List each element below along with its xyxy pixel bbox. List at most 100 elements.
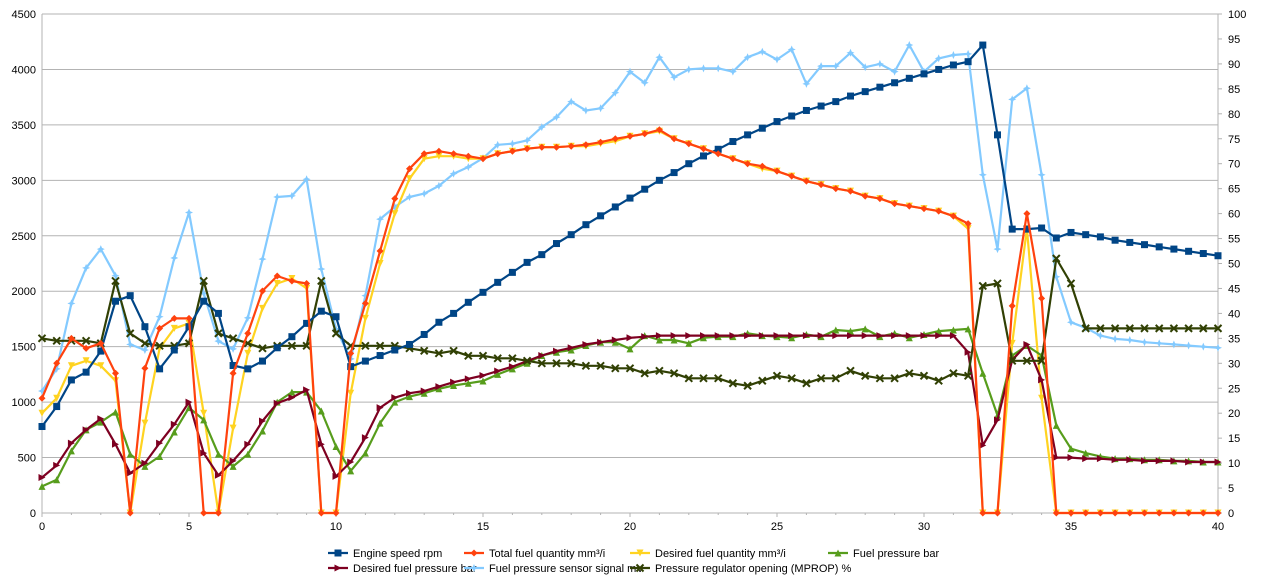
data-point [97,415,105,423]
data-point [273,399,281,407]
data-point [699,64,708,73]
data-point [200,449,208,457]
data-point [449,346,458,356]
data-point [994,131,1001,139]
data-point [802,177,810,185]
data-point [1141,509,1148,517]
data-point [1184,324,1193,333]
data-point [552,113,561,122]
data-point [816,374,826,383]
y2-tick-label: 100 [1228,9,1246,21]
y2-tick-label: 10 [1228,458,1240,470]
data-point [450,378,458,386]
data-point [200,297,208,305]
legend-item: Pressure regulator opening (MPROP) % [630,563,851,575]
data-point [1052,234,1060,242]
data-point [1155,457,1163,465]
data-point [1155,243,1163,251]
legend: Engine speed rpm Total fuel quantity mm³/… [328,548,940,575]
data-point [1140,338,1149,347]
y2-tick-label: 85 [1228,84,1240,96]
data-point [744,160,752,168]
data-point [626,194,634,202]
data-point [1082,449,1090,457]
data-point [229,462,237,470]
data-point [920,70,928,78]
y2-tick-label: 70 [1228,159,1240,171]
data-point [1008,225,1016,233]
data-point [450,309,458,317]
data-point [1126,238,1134,246]
data-point [82,357,90,365]
data-point [553,240,560,248]
data-point [831,62,840,71]
data-point [450,150,458,158]
data-point [994,416,1001,424]
y2-tick-label: 80 [1228,109,1240,121]
y-tick-label: 4000 [12,64,36,76]
data-point [847,92,854,100]
data-point [214,471,222,479]
data-point [170,253,179,262]
data-point [243,313,252,322]
data-point [67,299,76,308]
data-point [1214,458,1222,466]
x-tick-label: 15 [477,521,489,533]
data-point [876,195,884,203]
data-point [626,132,634,140]
data-point [214,329,223,338]
data-point [1155,339,1164,348]
gridlines [42,13,1218,514]
data-point [860,371,870,380]
data-point [993,279,1002,288]
data-point [567,346,575,354]
data-point [1052,509,1060,517]
data-point [391,210,399,218]
data-point [1067,509,1075,517]
data-point [875,59,884,68]
series-desired-fuel-pressure-bar [38,332,1222,482]
data-point [1169,324,1179,333]
data-point [479,371,487,379]
series-pressure-regulator-opening-mprop [37,254,1223,390]
data-point [1125,324,1135,333]
data-point [391,346,399,354]
data-point [508,268,516,276]
data-point [1008,95,1017,104]
data-point [1111,334,1120,343]
data-point [729,138,737,146]
data-point [376,404,384,412]
y2-tick-label: 25 [1228,383,1240,395]
data-point [817,181,825,189]
data-point [82,263,91,272]
data-point [537,359,547,368]
data-point [464,379,472,387]
data-point [1214,343,1222,352]
data-point [228,334,238,343]
data-point [567,231,575,239]
y-tick-label: 0 [30,508,36,520]
data-point [273,344,281,352]
data-point [1199,509,1207,517]
data-point [567,344,575,352]
data-point [376,260,384,267]
data-point [846,366,855,375]
data-point [494,278,502,286]
data-point [670,73,679,82]
data-point [1066,279,1076,288]
data-point [758,124,766,132]
legend-item: Desired fuel pressure bar [328,563,477,575]
data-point [170,346,178,354]
data-point [464,163,473,172]
data-point [53,359,61,367]
data-point [1082,509,1090,517]
data-point [743,53,752,62]
data-point [611,135,619,143]
y2-tick-label: 35 [1228,333,1240,345]
y2-tick-label: 65 [1228,184,1240,196]
data-point [831,374,841,383]
data-point [200,416,208,424]
data-point [288,277,296,285]
data-point [1126,456,1134,464]
data-point [758,162,766,170]
